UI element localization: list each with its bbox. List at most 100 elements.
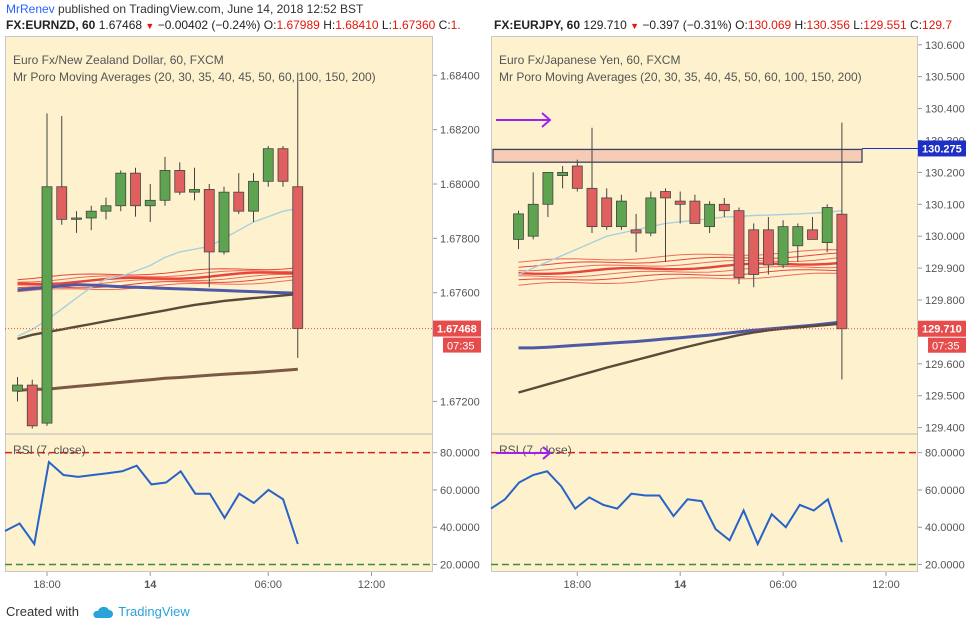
- last-price: 1.67468: [98, 18, 143, 32]
- close-label: C:: [438, 18, 451, 32]
- eurnzd-chart[interactable]: Euro Fx/New Zealand Dollar, 60, FXCM Mr P…: [0, 36, 484, 598]
- bear-candle: [660, 191, 671, 199]
- bull-candle: [262, 148, 274, 182]
- y-tick-label: 130.000: [925, 231, 965, 243]
- resistance-zone: [492, 148, 863, 163]
- change-value: −0.397 (−0.31%): [642, 18, 732, 32]
- y-tick-label: 129.600: [925, 359, 965, 371]
- rsi-tick-label: 40.0000: [925, 522, 965, 534]
- open-value: 1.67989: [276, 18, 320, 32]
- y-tick-label: 129.400: [925, 423, 965, 435]
- footer: Created with TradingView: [6, 604, 190, 619]
- y-tick-label: 1.67800: [440, 233, 480, 245]
- created-with-text: Created with: [6, 604, 79, 619]
- close-value: 1.: [450, 18, 461, 32]
- moving-average-red: [17, 279, 298, 293]
- indicator-title: Mr Poro Moving Averages (20, 30, 35, 40,…: [13, 70, 376, 84]
- publish-line: MrRenev published on TradingView.com, Ju…: [6, 2, 363, 16]
- low-label: L:: [853, 18, 864, 32]
- last-price-label: 129.710: [922, 324, 962, 336]
- rsi-tick-label: 40.0000: [440, 522, 480, 534]
- author-link[interactable]: MrRenev: [6, 2, 55, 16]
- bear-candle: [630, 229, 642, 234]
- publish-text: published on TradingView.com, June 14, 2…: [58, 2, 364, 16]
- low-value: 129.551: [863, 18, 907, 32]
- symbol-line-left: FX:EURNZD, 60 1.67468 ▼ −0.00402 (−0.24%…: [6, 18, 483, 32]
- plot-background: [5, 36, 433, 572]
- x-tick-label: 18:00: [33, 579, 61, 591]
- x-tick-label: 06:00: [254, 579, 282, 591]
- plot-background: [491, 36, 918, 572]
- bear-candle: [130, 172, 141, 207]
- bear-candle: [718, 203, 730, 212]
- high-label: H:: [794, 18, 807, 32]
- rsi-tick-label: 60.0000: [925, 485, 965, 497]
- rsi-tick-label: 20.0000: [925, 560, 965, 572]
- bull-candle: [248, 180, 259, 212]
- moving-average-red: [17, 270, 298, 283]
- bull-candle: [144, 199, 156, 207]
- last-price-badge: [918, 320, 966, 337]
- open-value: 130.069: [747, 18, 792, 32]
- plot-border: [5, 36, 433, 572]
- y-tick-label: 130.500: [925, 72, 965, 84]
- low-label: L:: [381, 18, 392, 32]
- countdown-badge: [928, 337, 966, 353]
- countdown-label: 07:35: [447, 341, 475, 353]
- annotation-arrow-head: [541, 112, 552, 128]
- chart-title: Euro Fx/New Zealand Dollar, 60, FXCM: [13, 53, 224, 67]
- moving-average-red: [17, 275, 298, 289]
- last-price: 129.710: [583, 18, 627, 32]
- bear-candle: [203, 189, 215, 253]
- y-tick-label: 129.800: [925, 295, 965, 307]
- rsi-title: RSI (7, close): [13, 443, 86, 457]
- bull-candle: [513, 213, 524, 240]
- moving-average-light-blue: [17, 207, 298, 337]
- bull-candle: [159, 170, 171, 201]
- tradingview-cloud-icon: [92, 606, 113, 619]
- high-value: 130.356: [806, 18, 850, 32]
- down-triangle-icon: ▼: [630, 21, 640, 31]
- bull-candle: [777, 226, 789, 266]
- bull-candle: [645, 197, 657, 234]
- symbol-name[interactable]: FX:EURJPY, 60: [494, 18, 581, 32]
- bull-candle: [557, 171, 568, 176]
- rsi-tick-label: 20.0000: [440, 560, 480, 572]
- bear-candle: [292, 186, 304, 329]
- bear-candle: [26, 384, 38, 427]
- moving-average-red: [17, 271, 298, 286]
- moving-average-red: [17, 267, 298, 281]
- open-label: O:: [263, 18, 277, 32]
- bear-candle: [836, 213, 848, 330]
- bull-candle: [41, 186, 53, 424]
- moving-average-red: [518, 272, 842, 286]
- x-tick-label: 12:00: [872, 579, 900, 591]
- countdown-label: 07:35: [932, 341, 960, 353]
- rsi-title: RSI (7, close): [499, 443, 572, 457]
- bear-candle: [233, 191, 245, 212]
- rsi-line: [490, 470, 843, 547]
- down-triangle-icon: ▼: [145, 21, 155, 31]
- bull-candle: [615, 200, 627, 228]
- rsi-tick-label: 80.0000: [925, 448, 965, 460]
- bull-candle: [542, 171, 554, 205]
- y-tick-label: 129.900: [925, 263, 965, 275]
- close-label: C:: [910, 18, 923, 32]
- low-value: 1.67360: [391, 18, 436, 32]
- y-tick-label: 130.100: [925, 199, 965, 211]
- y-tick-label: 1.67200: [440, 396, 480, 408]
- y-tick-label: 1.68000: [440, 179, 480, 191]
- bull-candle: [85, 210, 97, 219]
- open-label: O:: [735, 18, 748, 32]
- symbol-name[interactable]: FX:EURNZD, 60: [6, 18, 96, 32]
- bull-candle: [821, 207, 833, 243]
- y-tick-label: 129.500: [925, 391, 965, 403]
- rsi-arrow-head: [542, 446, 552, 460]
- bear-candle: [762, 229, 774, 266]
- eurjpy-chart[interactable]: Euro Fx/Japanese Yen, 60, FXCM Mr Poro Mo…: [488, 36, 976, 598]
- rsi-tick-label: 80.0000: [440, 448, 480, 460]
- bear-candle: [586, 187, 598, 228]
- moving-average-red: [518, 265, 842, 278]
- tradingview-brand[interactable]: TradingView: [118, 604, 190, 619]
- bull-candle: [12, 384, 23, 392]
